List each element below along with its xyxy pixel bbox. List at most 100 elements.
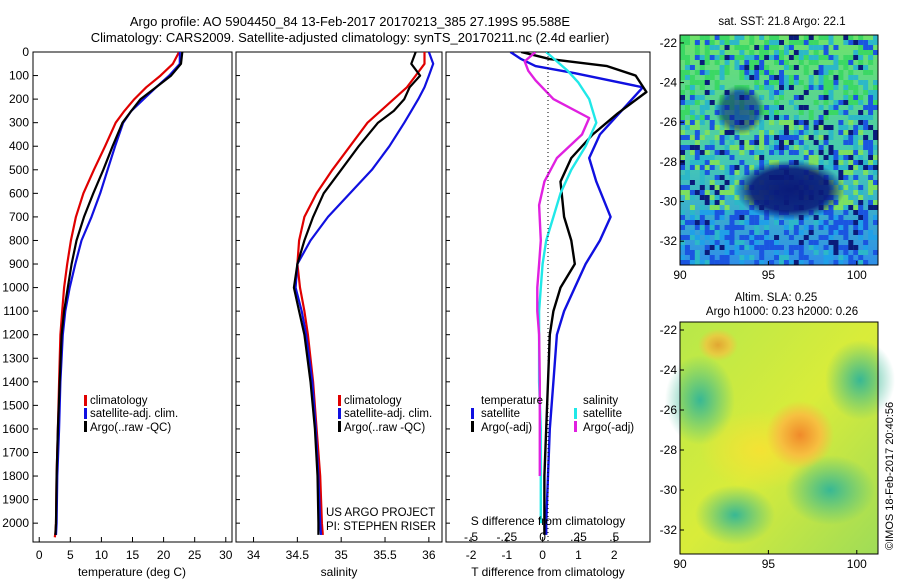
x2-tick-label: .25 [570, 530, 587, 544]
sst-cell [744, 60, 750, 65]
sst-cell [833, 230, 839, 235]
sst-cell [764, 40, 770, 45]
sst-cell [848, 170, 854, 175]
sst-cell [684, 260, 690, 265]
sst-cell [729, 185, 735, 190]
sst-cell [803, 135, 809, 140]
sst-cell [868, 140, 874, 145]
sst-cell [793, 140, 799, 145]
sst-cell [823, 155, 829, 160]
sst-cell [838, 125, 844, 130]
sst-cell [749, 55, 755, 60]
sst-cell [759, 45, 765, 50]
header-line1: Argo profile: AO 5904450_84 13-Feb-2017 … [130, 14, 571, 29]
sst-cell [744, 65, 750, 70]
temperature-axis-ticks: 0 5 10 15 20 25 30 [36, 537, 233, 562]
legend-swatch-s-argo [574, 421, 577, 432]
sst-cell [684, 75, 690, 80]
sst-cell [873, 50, 879, 55]
sst-cell [719, 235, 725, 240]
sst-cell [853, 260, 859, 265]
sst-cell [779, 50, 784, 55]
sst-cell [823, 55, 829, 60]
sst-cell [680, 220, 685, 225]
sst-cell [749, 75, 755, 80]
sst-cell [848, 95, 854, 100]
sst-cell [694, 100, 700, 105]
sst-cell [858, 65, 864, 70]
sst-cell [694, 190, 700, 195]
sst-cell [694, 160, 700, 165]
sst-cell [709, 155, 715, 160]
sst-cell [704, 190, 710, 195]
sst-cell [724, 180, 730, 185]
sst-cell [724, 205, 730, 210]
sst-cell [699, 80, 705, 85]
legend-label-s-satellite: satellite [583, 408, 622, 420]
sst-cell [788, 55, 794, 60]
sst-cell [714, 45, 720, 50]
sst-cell [783, 120, 789, 125]
sst-cell [764, 215, 770, 220]
sst-cell [764, 245, 770, 250]
sst-cell [739, 205, 745, 210]
sst-cell [764, 65, 770, 70]
sst-cell [818, 235, 824, 240]
sst-cell [689, 115, 695, 120]
sst-cell [873, 145, 879, 150]
sst-cell [798, 60, 804, 65]
series-line-satellite-adj-clim- [54, 52, 181, 535]
sst-cell [689, 160, 695, 165]
sst-cell [719, 185, 725, 190]
sst-cell [843, 95, 849, 100]
x-tick-label: 15 [126, 548, 140, 562]
sst-cell [734, 215, 740, 220]
sst-cell [714, 80, 720, 85]
sst-cell [868, 180, 874, 185]
sst-cell [853, 75, 859, 80]
sst-cell [680, 225, 685, 230]
sst-cell [818, 80, 824, 85]
sst-cell [759, 155, 765, 160]
sst-cell [714, 195, 720, 200]
sst-cell [680, 45, 685, 50]
sst-cell [724, 235, 730, 240]
sst-cell [838, 260, 844, 265]
sst-cell [724, 225, 730, 230]
sst-cell [843, 130, 849, 135]
sst-cell [769, 75, 775, 80]
y-tick-label: 1100 [3, 304, 29, 318]
sst-cell [833, 45, 839, 50]
sst-cell [853, 140, 859, 145]
sst-cell [863, 240, 869, 245]
sst-cell [838, 160, 844, 165]
sst-cell [714, 245, 720, 250]
sst-cell [724, 70, 730, 75]
sst-cell [719, 50, 725, 55]
series-line-argo-raw-qc- [54, 52, 184, 535]
sst-cell [680, 190, 685, 195]
sst-cell [828, 80, 834, 85]
sst-cell [749, 240, 755, 245]
x2-tick-label: .5 [609, 530, 619, 544]
pi-credit: PI: STEPHEN RISER [326, 521, 436, 533]
sst-cell [808, 45, 814, 50]
sst-cell [843, 40, 849, 45]
sst-cell [828, 215, 834, 220]
salinity-lines [292, 52, 435, 535]
sst-cell [823, 100, 829, 105]
sst-cell [808, 230, 814, 235]
sst-cell [848, 135, 854, 140]
sst-cell [689, 65, 695, 70]
sst-cell [719, 165, 725, 170]
salinity-legend: climatology satellite-adj. clim. Argo(..… [338, 395, 432, 434]
sst-cell [714, 190, 720, 195]
sst-cell [803, 65, 809, 70]
sst-cell [823, 110, 829, 115]
map-y-tick-label: -24 [660, 363, 678, 377]
sst-cell [823, 235, 829, 240]
sst-cell [684, 125, 690, 130]
sst-cell [759, 160, 765, 165]
sst-cell [704, 210, 710, 215]
map-x-tick-label: 90 [673, 268, 687, 282]
